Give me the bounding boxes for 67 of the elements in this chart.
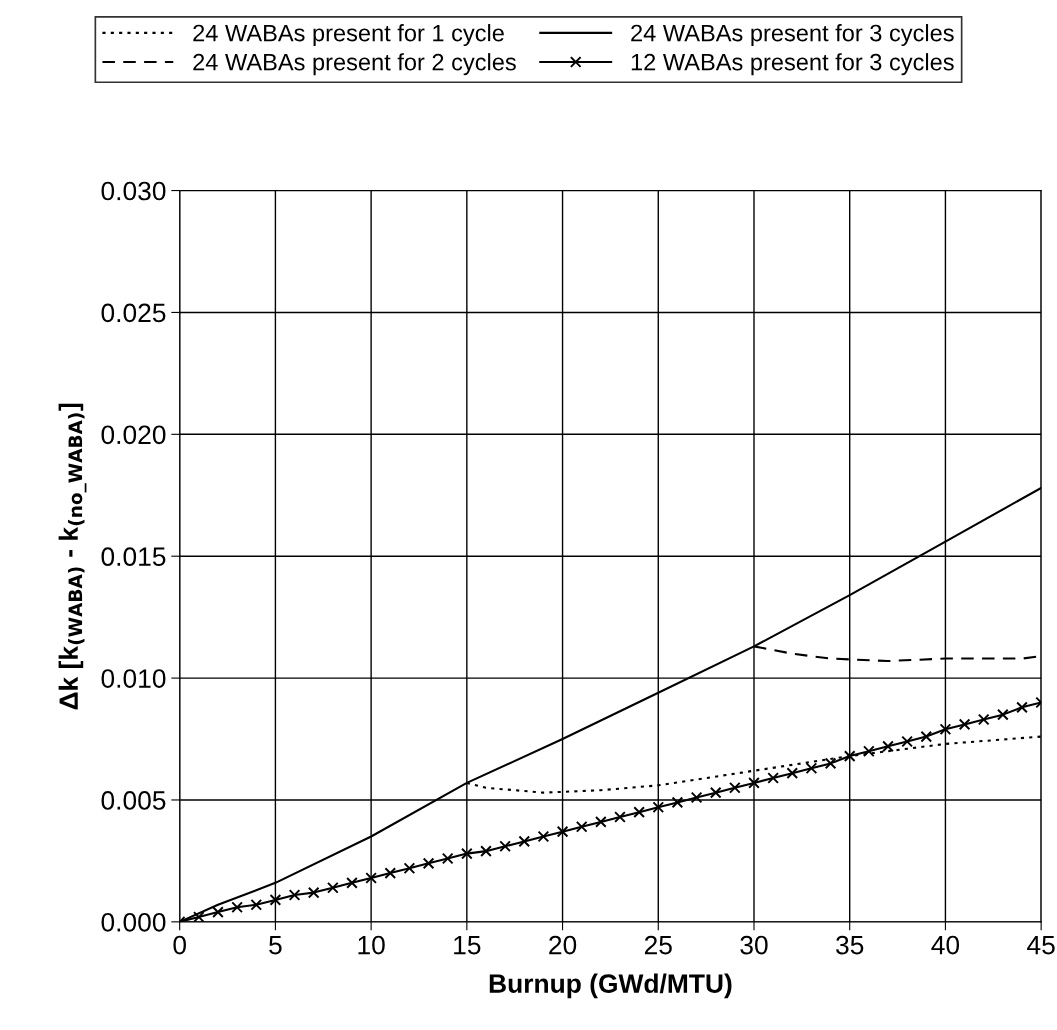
y-tick-label: 0.015 xyxy=(101,547,166,567)
point xyxy=(250,898,263,911)
point xyxy=(882,740,894,753)
point xyxy=(939,723,952,736)
point xyxy=(575,820,588,833)
point xyxy=(652,801,665,814)
point xyxy=(193,911,205,922)
point xyxy=(327,881,339,894)
point xyxy=(843,750,856,762)
point xyxy=(748,777,760,789)
legend-label: 24 WABAs present for 1 cycle xyxy=(193,24,504,47)
point xyxy=(977,713,990,726)
point xyxy=(1016,701,1028,714)
x-tick-label: 20 xyxy=(549,935,577,955)
y-axis-title: Δk [k$_{(WABA)}$ - k$_{(no_WABA)}$] xyxy=(58,403,87,710)
point xyxy=(671,796,684,809)
point xyxy=(231,901,243,914)
x-axis-title: Burnup (GWd/MTU) xyxy=(489,973,732,999)
point xyxy=(461,847,473,860)
x-tick-label: 25 xyxy=(644,935,672,955)
x-tick-label: 35 xyxy=(836,935,864,955)
legend-label: 24 WABAs present for 2 cycles xyxy=(193,53,516,76)
point xyxy=(709,786,722,799)
point xyxy=(595,816,607,828)
point xyxy=(365,872,377,884)
point xyxy=(729,781,741,794)
point xyxy=(499,840,511,853)
x-tick-label: 0 xyxy=(173,935,186,955)
point xyxy=(384,867,397,879)
point xyxy=(805,762,818,775)
y-tick-label: 0.010 xyxy=(101,669,166,688)
point xyxy=(480,845,492,857)
point xyxy=(307,886,320,899)
point xyxy=(633,806,645,818)
y-tick-label: 0.005 xyxy=(101,791,166,810)
x-tick-label: 10 xyxy=(358,935,385,955)
point xyxy=(422,857,435,870)
point xyxy=(403,862,416,875)
point xyxy=(537,830,550,843)
point xyxy=(346,877,358,889)
y-tick-label: 0.020 xyxy=(101,425,166,445)
y-tick-label: 0.030 xyxy=(101,181,166,201)
point xyxy=(997,708,1009,721)
x-tick-label: 5 xyxy=(269,936,282,955)
point xyxy=(863,745,875,758)
point xyxy=(690,791,703,804)
y-tick-label: 0.000 xyxy=(101,912,166,932)
point xyxy=(824,757,837,770)
point xyxy=(614,811,626,823)
x-tick-label: 30 xyxy=(740,935,768,955)
point xyxy=(441,852,454,865)
point xyxy=(288,889,301,901)
point xyxy=(269,894,282,906)
point xyxy=(786,767,799,779)
x-tick-label: 40 xyxy=(931,935,960,955)
x-tick-label: 45 xyxy=(1027,936,1055,955)
point xyxy=(958,718,971,731)
point xyxy=(212,906,224,918)
x-tick-label: 15 xyxy=(454,936,481,955)
y-tick-label: 0.025 xyxy=(101,303,166,323)
point xyxy=(920,730,933,743)
point xyxy=(518,835,531,848)
point xyxy=(767,772,779,784)
point xyxy=(556,825,569,838)
point xyxy=(901,735,913,748)
legend-label: 12 WABAs present for 3 cycles xyxy=(631,53,954,76)
legend-label: 24 WABAs present for 3 cycles xyxy=(631,24,954,47)
